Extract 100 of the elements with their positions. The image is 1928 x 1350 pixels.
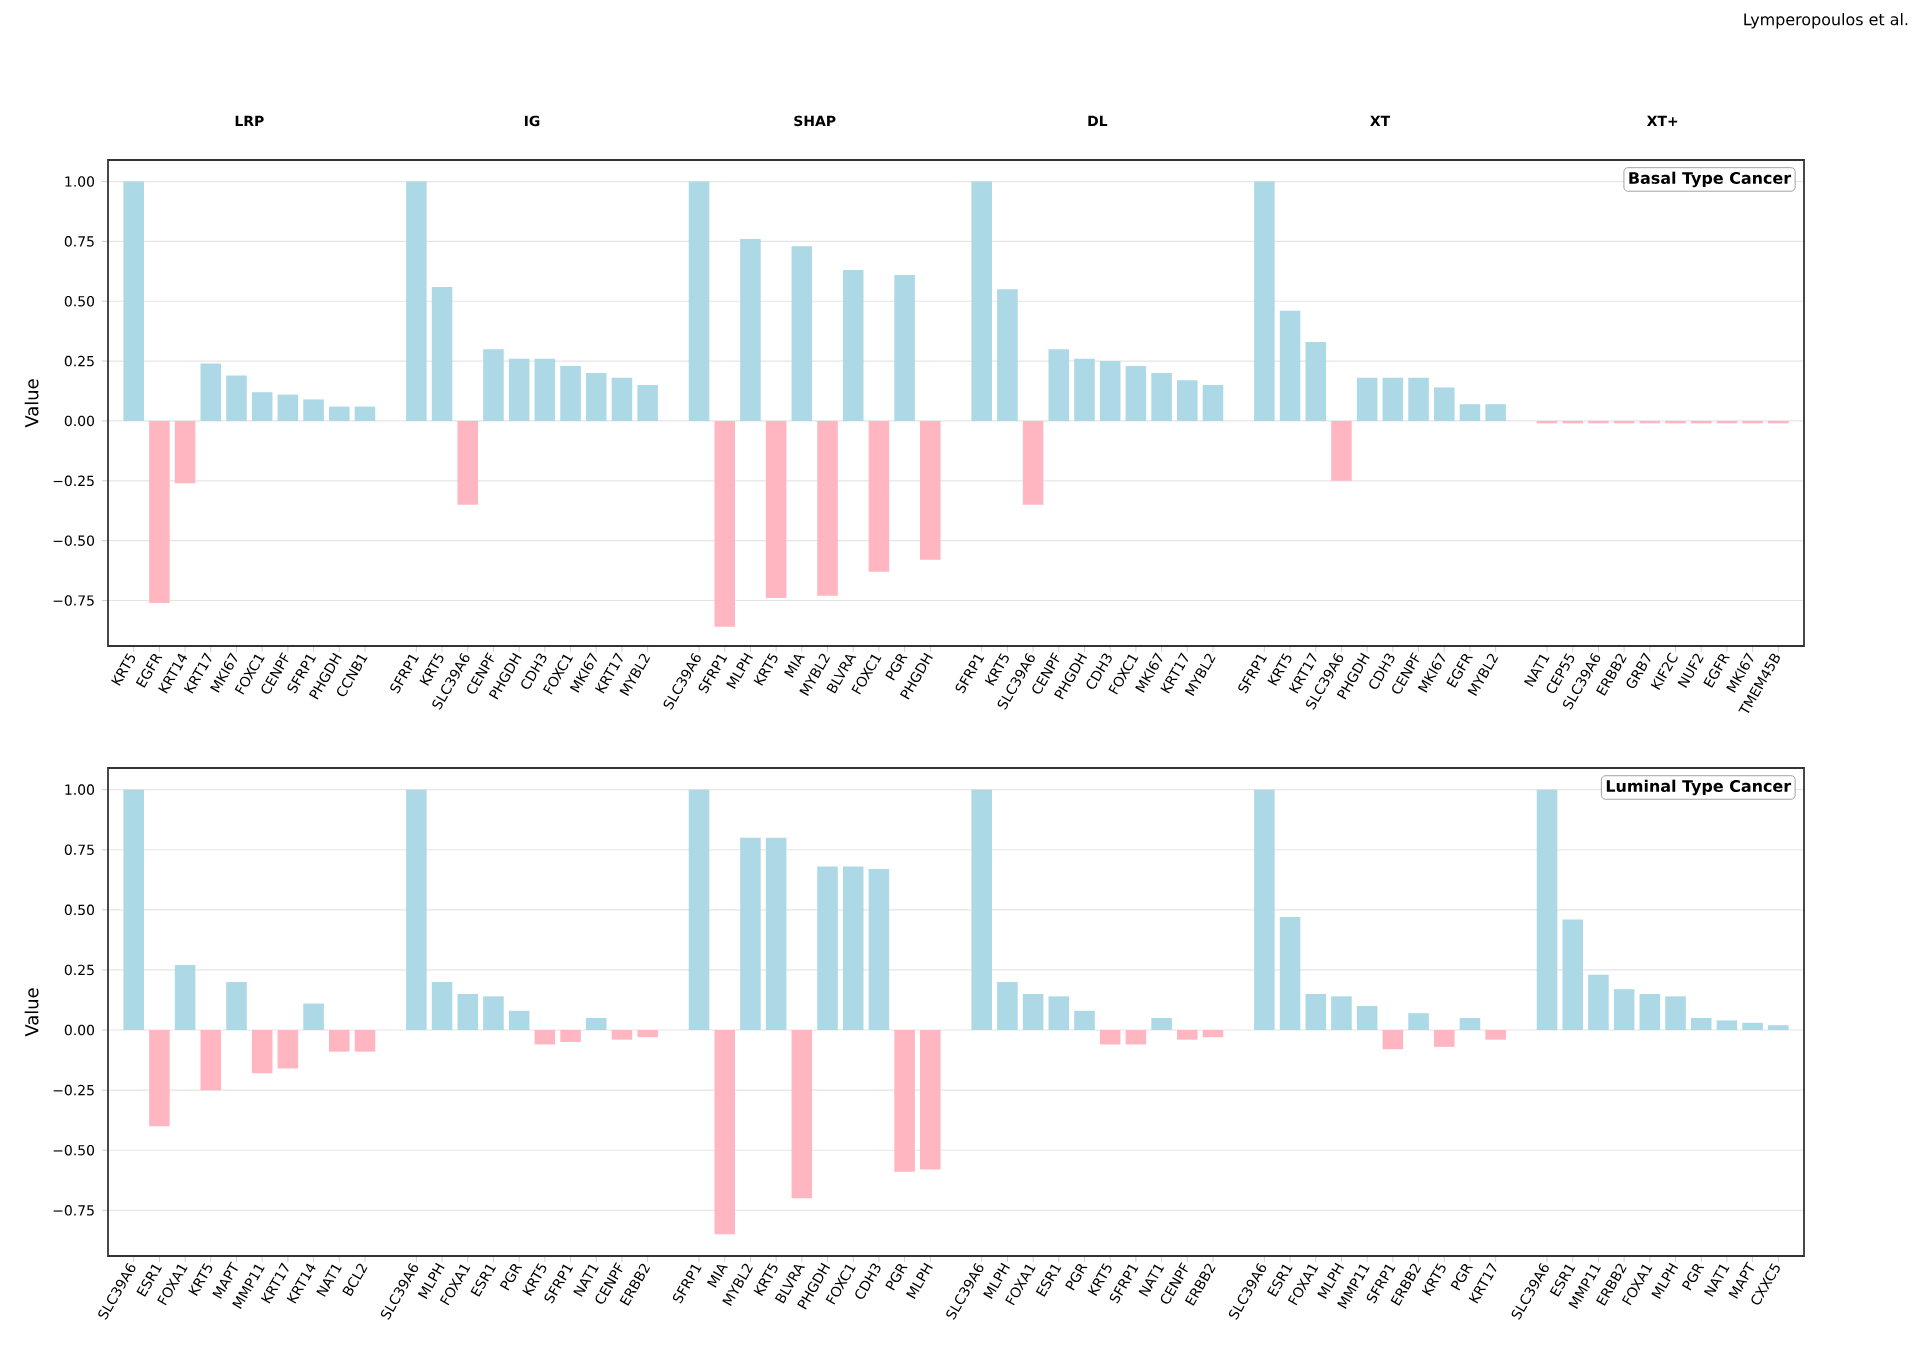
bar bbox=[200, 363, 222, 421]
bar bbox=[406, 789, 427, 1031]
bar bbox=[1459, 1018, 1481, 1031]
bar bbox=[1408, 1013, 1429, 1031]
bar bbox=[534, 358, 556, 421]
bar bbox=[1716, 1020, 1738, 1031]
bar bbox=[1665, 996, 1686, 1031]
bar bbox=[611, 1030, 633, 1040]
bar bbox=[1125, 1030, 1147, 1045]
bar bbox=[637, 385, 658, 421]
bar bbox=[277, 1030, 299, 1069]
bar bbox=[894, 1030, 915, 1172]
bar bbox=[894, 274, 915, 421]
bar bbox=[483, 349, 504, 421]
bar bbox=[1074, 358, 1095, 421]
bar bbox=[123, 789, 144, 1031]
bar bbox=[1099, 1030, 1121, 1045]
bar bbox=[1279, 917, 1301, 1031]
bar bbox=[1768, 1025, 1789, 1031]
bar bbox=[791, 246, 813, 421]
bar bbox=[585, 373, 607, 421]
bar bbox=[251, 392, 273, 421]
bar bbox=[688, 789, 710, 1031]
bar bbox=[868, 420, 890, 572]
bar bbox=[1485, 404, 1506, 421]
bar bbox=[817, 866, 838, 1031]
bar bbox=[1254, 181, 1275, 421]
bar bbox=[277, 394, 299, 421]
bar bbox=[714, 1030, 736, 1235]
bar bbox=[637, 1030, 658, 1038]
bar bbox=[560, 1030, 581, 1043]
bar bbox=[354, 406, 376, 421]
bar bbox=[971, 789, 992, 1031]
bar bbox=[174, 420, 196, 484]
bar bbox=[200, 1030, 222, 1091]
bar bbox=[431, 981, 453, 1031]
bar bbox=[765, 420, 787, 599]
bar bbox=[1022, 420, 1044, 505]
bar bbox=[123, 181, 144, 421]
bar bbox=[354, 1030, 376, 1052]
bar bbox=[817, 420, 838, 596]
bar bbox=[303, 399, 324, 421]
bar bbox=[611, 377, 633, 421]
bar bbox=[1151, 373, 1172, 421]
bar bbox=[920, 1030, 941, 1170]
bar bbox=[791, 1030, 813, 1199]
bar bbox=[328, 406, 350, 421]
bar bbox=[1177, 1030, 1198, 1040]
bar bbox=[842, 866, 864, 1031]
bar bbox=[1125, 365, 1147, 421]
bar bbox=[457, 420, 479, 505]
bar bbox=[457, 993, 479, 1031]
bar bbox=[1254, 789, 1275, 1031]
bar bbox=[1536, 789, 1558, 1031]
bar bbox=[1639, 993, 1661, 1031]
bar bbox=[1433, 1030, 1455, 1047]
bar bbox=[328, 1030, 350, 1052]
bar bbox=[1331, 996, 1352, 1031]
bar bbox=[149, 1030, 170, 1127]
bar bbox=[740, 837, 761, 1031]
bar bbox=[688, 181, 710, 421]
bar bbox=[1382, 1030, 1404, 1050]
bar bbox=[1690, 1018, 1712, 1031]
bar bbox=[303, 1003, 324, 1031]
bar bbox=[1177, 380, 1198, 421]
bar bbox=[1433, 387, 1455, 421]
bar bbox=[1305, 993, 1327, 1031]
bar bbox=[868, 868, 890, 1031]
y-axis-title: Value bbox=[24, 379, 39, 428]
bar bbox=[1742, 1022, 1763, 1031]
bar bbox=[740, 238, 761, 421]
bar bbox=[1588, 974, 1609, 1031]
bar bbox=[765, 837, 787, 1031]
bar bbox=[1331, 420, 1352, 481]
bar bbox=[226, 981, 247, 1031]
bar bbox=[560, 365, 581, 421]
bar bbox=[1485, 1030, 1506, 1040]
bar bbox=[174, 965, 196, 1031]
bar bbox=[1099, 361, 1121, 421]
bar bbox=[508, 358, 530, 421]
bar bbox=[251, 1030, 273, 1074]
bar bbox=[1382, 377, 1404, 421]
bar bbox=[226, 375, 247, 421]
bar bbox=[585, 1018, 607, 1031]
bar bbox=[997, 289, 1018, 421]
bar bbox=[406, 181, 427, 421]
bar bbox=[842, 270, 864, 421]
bar bbox=[1279, 310, 1301, 421]
bar bbox=[920, 420, 941, 560]
bar bbox=[1613, 989, 1635, 1031]
bar bbox=[483, 996, 504, 1031]
bar bbox=[1202, 1030, 1224, 1038]
bar bbox=[534, 1030, 556, 1045]
bar bbox=[1074, 1010, 1095, 1031]
bar bbox=[1408, 377, 1429, 421]
bar bbox=[1048, 996, 1070, 1031]
bar bbox=[971, 181, 992, 421]
bar bbox=[1562, 919, 1584, 1031]
bar bbox=[1356, 377, 1378, 421]
bar bbox=[508, 1010, 530, 1031]
